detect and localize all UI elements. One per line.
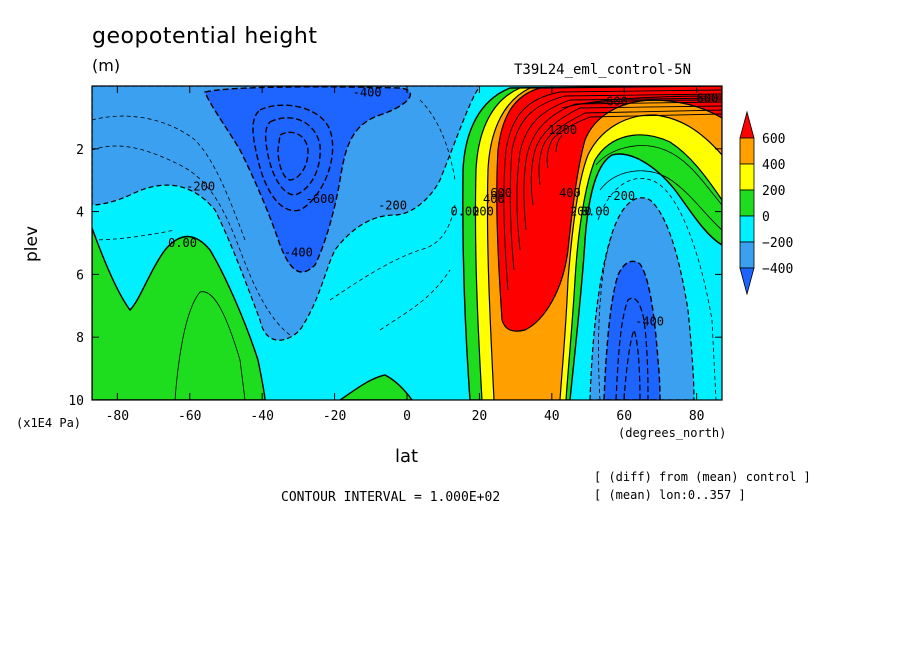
x-tick-label: -20 — [323, 409, 346, 424]
contour-label: 600 — [697, 92, 719, 106]
x-tick-label: 0 — [403, 409, 411, 424]
contour-label: 600 — [606, 95, 628, 109]
run-id: T39L24_eml_control-5N — [514, 62, 692, 78]
y-axis: 2 4 6 8 10 — [68, 143, 722, 409]
colorbar-label: 400 — [762, 158, 785, 173]
colorbar-label: −400 — [762, 262, 793, 277]
y-tick-label: 6 — [76, 268, 84, 283]
contour-interval: CONTOUR INTERVAL = 1.000E+02 — [281, 490, 501, 505]
x-tick-label: -40 — [250, 409, 273, 424]
contour-label: 400 — [559, 186, 581, 200]
contour-label: 600 — [490, 186, 512, 200]
x-axis-units: (degrees_north) — [618, 426, 727, 440]
contour-label: 0.00 — [168, 236, 197, 250]
plot-area — [92, 86, 722, 400]
contours-neg-thin — [92, 99, 456, 336]
colorbar-box — [739, 137, 755, 165]
colorbar-box — [739, 163, 755, 191]
colorbar-label: 200 — [762, 184, 785, 199]
fill-above-600 — [496, 86, 722, 332]
y-tick-label: 10 — [68, 394, 84, 409]
contours-south-low — [252, 104, 334, 212]
x-tick-label: 60 — [616, 409, 632, 424]
contours-south-pos — [174, 291, 246, 400]
chart-units: (m) — [92, 56, 121, 75]
contour-label: -200 — [606, 189, 635, 203]
chart-title: geopotential height — [92, 24, 318, 49]
y-tick-label: 4 — [76, 206, 84, 221]
contour-label: -400 — [353, 85, 382, 99]
y-axis-units: (x1E4 Pa) — [16, 416, 82, 430]
contour-label: -400 — [284, 245, 313, 259]
contour-label: -400 — [635, 315, 664, 329]
contours-north-outer — [595, 145, 722, 231]
x-axis-label: lat — [395, 446, 419, 467]
colorbar-box — [739, 215, 755, 243]
colorbar-box — [739, 189, 755, 217]
x-tick-label: 80 — [689, 409, 705, 424]
colorbar: 600 400 200 0 −200 −400 — [739, 110, 793, 296]
note-diff: [ (diff) from (mean) control ] — [594, 470, 811, 484]
note-mean: [ (mean) lon:0..357 ] — [594, 488, 746, 502]
x-tick-label: -60 — [178, 409, 201, 424]
x-tick-label: -80 — [106, 409, 129, 424]
y-tick-label: 2 — [76, 143, 84, 158]
contour-label: 1200 — [548, 123, 577, 137]
contour-label: 200 — [570, 205, 592, 219]
colorbar-bottom-triangle — [739, 267, 755, 296]
colorbar-box — [739, 241, 755, 269]
contours-north-neg-thin — [597, 177, 717, 400]
y-tick-label: 8 — [76, 331, 84, 346]
colorbar-top-triangle — [739, 110, 755, 139]
fill-below-neg400-north — [603, 260, 661, 400]
contour-label: 0.00 — [581, 205, 610, 219]
fill-0-200-south — [92, 227, 266, 400]
contours-north-low — [615, 297, 649, 400]
colorbar-label: −200 — [762, 236, 793, 251]
contour-label: -200 — [378, 198, 407, 212]
fill-below-neg400-south — [204, 86, 412, 273]
contour-label: 200 — [472, 205, 494, 219]
contour-label: 0.00 — [450, 205, 479, 219]
y-axis-label: plev — [22, 225, 42, 262]
contour-label: -600 — [306, 192, 335, 206]
contour-label: 400 — [483, 192, 505, 206]
colorbar-label: 0 — [762, 210, 770, 225]
x-tick-label: 40 — [544, 409, 560, 424]
contours-north-high — [503, 89, 722, 291]
x-axis: -80 -60 -40 -20 0 20 40 60 80 — [106, 86, 705, 424]
contour-label: -200 — [186, 179, 215, 193]
fill-0-200-equator — [338, 374, 413, 400]
colorbar-label: 600 — [762, 132, 785, 147]
x-tick-label: 20 — [472, 409, 488, 424]
